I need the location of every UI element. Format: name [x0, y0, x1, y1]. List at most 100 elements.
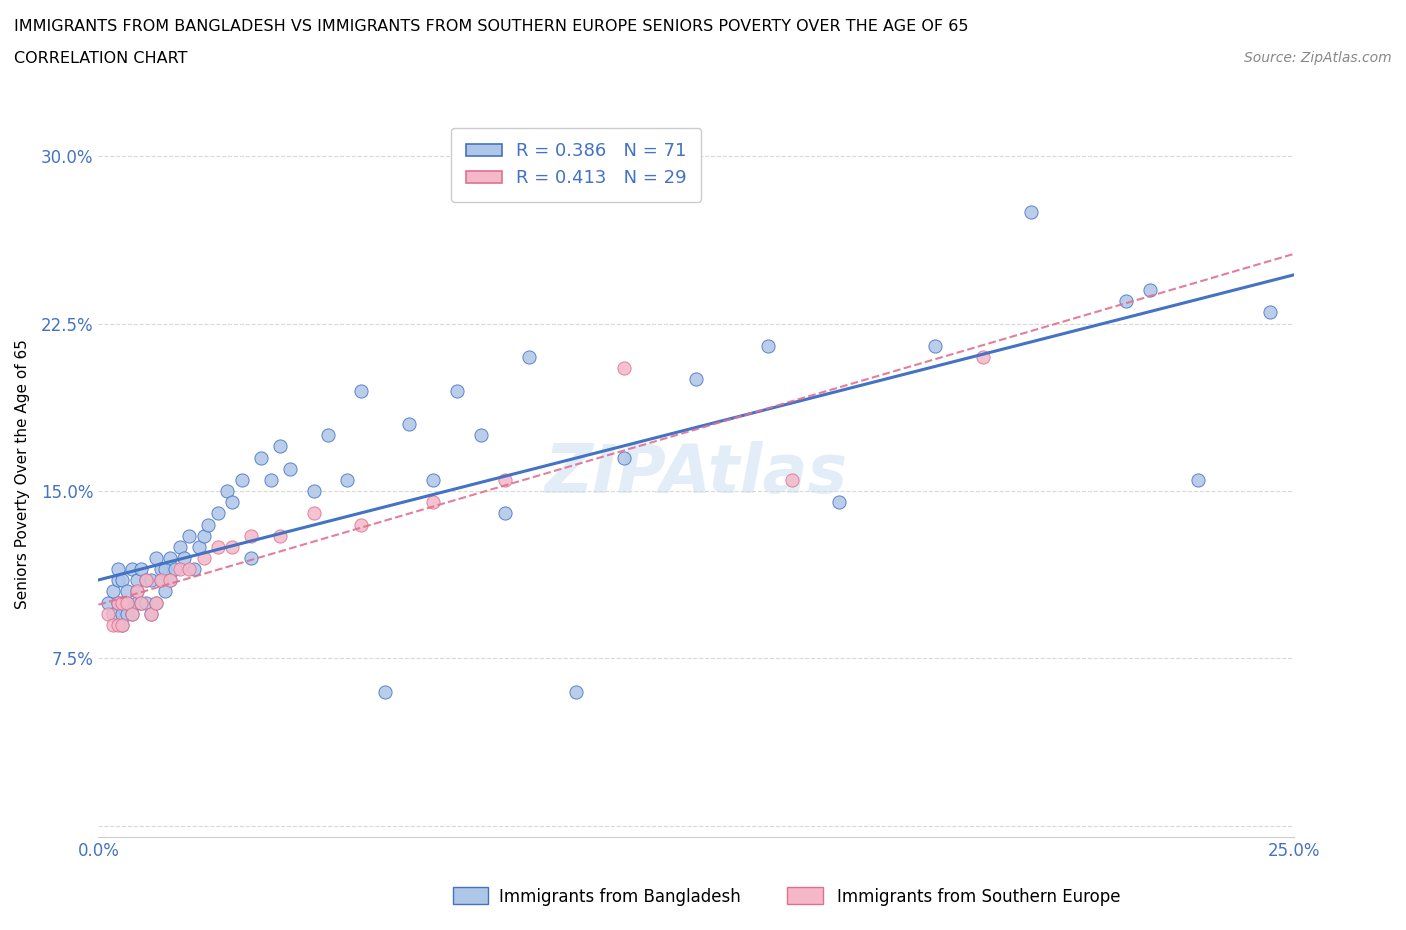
- Point: [159, 573, 181, 588]
- Point: [193, 528, 215, 543]
- Point: [149, 573, 172, 588]
- Text: IMMIGRANTS FROM BANGLADESH VS IMMIGRANTS FROM SOUTHERN EUROPE SENIORS POVERTY OV: IMMIGRANTS FROM BANGLADESH VS IMMIGRANTS…: [14, 19, 969, 33]
- Point: [494, 472, 516, 487]
- Point: [269, 528, 291, 543]
- Point: [111, 595, 134, 610]
- Point: [756, 339, 779, 353]
- Point: [101, 584, 124, 599]
- Point: [111, 595, 134, 610]
- Point: [145, 595, 167, 610]
- Point: [350, 383, 373, 398]
- Point: [240, 528, 263, 543]
- Point: [269, 439, 291, 454]
- Point: [685, 372, 707, 387]
- Point: [221, 539, 243, 554]
- Point: [374, 684, 396, 699]
- Point: [187, 539, 209, 554]
- Point: [169, 539, 191, 554]
- Point: [97, 606, 120, 621]
- Point: [107, 573, 129, 588]
- Text: Source: ZipAtlas.com: Source: ZipAtlas.com: [1244, 51, 1392, 65]
- Legend: R = 0.386   N = 71, R = 0.413   N = 29: R = 0.386 N = 71, R = 0.413 N = 29: [451, 128, 702, 202]
- Point: [121, 606, 143, 621]
- Point: [125, 584, 148, 599]
- Point: [179, 528, 201, 543]
- Point: [1258, 305, 1281, 320]
- Point: [1115, 294, 1137, 309]
- FancyBboxPatch shape: [787, 887, 823, 904]
- Point: [302, 484, 325, 498]
- Point: [131, 595, 153, 610]
- Point: [446, 383, 468, 398]
- Point: [259, 472, 281, 487]
- Point: [111, 573, 134, 588]
- Point: [145, 551, 167, 565]
- Point: [107, 618, 129, 632]
- Text: ZIPAtlas: ZIPAtlas: [544, 442, 848, 507]
- Point: [107, 595, 129, 610]
- Point: [125, 584, 148, 599]
- Point: [179, 562, 201, 577]
- Point: [125, 573, 148, 588]
- Point: [115, 595, 138, 610]
- Point: [163, 562, 186, 577]
- Point: [155, 584, 177, 599]
- Point: [107, 595, 129, 610]
- Point: [131, 562, 153, 577]
- Point: [565, 684, 588, 699]
- Point: [278, 461, 301, 476]
- Point: [316, 428, 339, 443]
- Point: [613, 361, 636, 376]
- Point: [422, 495, 444, 510]
- Point: [111, 618, 134, 632]
- Point: [101, 606, 124, 621]
- Point: [350, 517, 373, 532]
- Point: [115, 584, 138, 599]
- Point: [1139, 283, 1161, 298]
- Point: [115, 595, 138, 610]
- Point: [97, 595, 120, 610]
- Point: [115, 606, 138, 621]
- Point: [231, 472, 253, 487]
- Text: CORRELATION CHART: CORRELATION CHART: [14, 51, 187, 66]
- Point: [135, 573, 157, 588]
- Text: Immigrants from Southern Europe: Immigrants from Southern Europe: [837, 888, 1121, 907]
- Point: [107, 562, 129, 577]
- Point: [159, 573, 181, 588]
- Point: [149, 573, 172, 588]
- Point: [1019, 205, 1042, 219]
- Point: [207, 539, 229, 554]
- Point: [336, 472, 359, 487]
- Point: [149, 562, 172, 577]
- Point: [139, 606, 162, 621]
- Point: [145, 595, 167, 610]
- Point: [924, 339, 946, 353]
- Point: [121, 606, 143, 621]
- Point: [828, 495, 851, 510]
- FancyBboxPatch shape: [453, 887, 488, 904]
- Point: [470, 428, 492, 443]
- Point: [207, 506, 229, 521]
- Point: [494, 506, 516, 521]
- Point: [197, 517, 219, 532]
- Text: Immigrants from Bangladesh: Immigrants from Bangladesh: [499, 888, 741, 907]
- Point: [101, 618, 124, 632]
- Point: [1187, 472, 1209, 487]
- Point: [131, 595, 153, 610]
- Point: [517, 350, 540, 365]
- Point: [139, 573, 162, 588]
- Point: [111, 606, 134, 621]
- Point: [125, 595, 148, 610]
- Point: [173, 551, 195, 565]
- Point: [250, 450, 273, 465]
- Point: [398, 417, 420, 432]
- Point: [221, 495, 243, 510]
- Point: [193, 551, 215, 565]
- Point: [135, 595, 157, 610]
- Point: [183, 562, 205, 577]
- Point: [111, 618, 134, 632]
- Point: [121, 562, 143, 577]
- Point: [217, 484, 239, 498]
- Point: [169, 562, 191, 577]
- Y-axis label: Seniors Poverty Over the Age of 65: Seniors Poverty Over the Age of 65: [15, 339, 30, 609]
